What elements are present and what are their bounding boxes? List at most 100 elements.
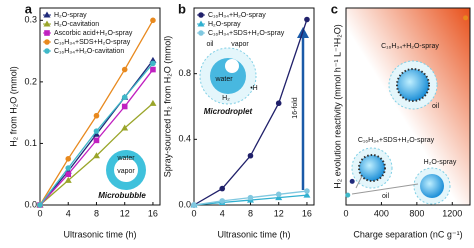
x-tick-label: 16 [148,208,158,218]
panel: c 0 400 800 1200 Charge separation (nC g⁻¹) H₂… [331,1,471,239]
plot-frame [345,7,471,206]
bubble-core [114,158,138,182]
panel-label: c [331,1,338,16]
data-point [275,191,282,198]
data-point [191,202,197,208]
data-point [121,103,128,110]
data-point [121,66,128,73]
data-point [93,137,100,144]
legend-marker [43,20,51,27]
data-point [275,100,282,107]
annotation: oil [206,41,213,48]
droplet-illustrations: oil oil [351,60,451,205]
x-tick-label: 4 [66,208,71,218]
point-label: C₁₆H₃₄+SDS+H₂O-spray [358,137,435,144]
y-tick-label: 0.1 [24,138,37,148]
legend-label: C₁₆H₃₄+H₂O-cavitation [54,48,124,55]
annotation: water [214,76,233,83]
droplet [396,68,430,102]
x-tick-label: 16 [302,208,312,218]
vapor-bubble [225,59,239,73]
x-tick-label: 8 [94,208,99,218]
annotation: H₂ [222,95,230,102]
legend-marker [43,11,51,18]
droplet [420,174,444,198]
y-tick-label: 0.0 [178,199,191,209]
plot-frame [39,7,161,206]
data-point [304,16,310,23]
data-point [65,171,72,178]
connector [351,183,419,195]
annotation: vapor [117,168,135,175]
legend-marker [44,39,50,45]
y-tick-label: 0.3 [24,15,37,25]
annotation: oil [382,193,389,200]
legend-label: H₂O-cavitation [54,21,99,28]
panel-label: a [25,1,33,16]
y-axis-title: H₂ evolution reactivity (mmol h⁻¹ L⁻¹H₂O… [332,24,342,189]
droplet [358,154,386,182]
data-point [345,192,351,198]
y-axis-title: H₂ from H₂O (mmol) [8,66,18,146]
legend-marker [197,20,205,27]
data-point [150,17,156,24]
data-point [304,188,310,194]
x-axis-title: Ultrasonic time (h) [217,229,290,239]
data-point [93,128,100,134]
x-axis-title: Charge separation (nC g⁻¹) [353,229,462,239]
plot-frame [193,7,315,206]
y-tick-label: 0.8 [178,68,191,78]
data-point [150,60,156,67]
y-tick-label: 0.0 [24,199,37,209]
legend-label: H₂O-spray [208,21,241,28]
x-tick-label: 12 [120,208,130,218]
data-point [64,176,72,183]
data-point [349,178,355,184]
panel-label: b [178,1,186,16]
x-tick-label: 0 [37,208,42,218]
annotation: •H [250,85,258,92]
microdroplet-inset: oil vapor water H₂ •H Microdroplet 16-fo… [199,27,309,190]
x-tick-label: 1200 [442,208,462,218]
y-tick-label: 0.2 [24,76,37,86]
legend-marker [44,48,50,54]
x-tick-label: 400 [374,208,389,218]
y-tick-label: 0.4 [178,134,191,144]
data-point [92,152,100,159]
data-point [150,66,156,73]
x-tick-label: 4 [220,208,225,218]
legend-label: C₁₆H₃₄+SDS+H₂O-spray [54,39,131,46]
data-point [247,194,254,201]
annotation: oil [432,103,439,110]
data-point [463,15,469,21]
data-point [65,156,72,162]
x-tick-label: 8 [248,208,253,218]
legend-marker [198,30,204,36]
microbubble-inset: water vapor Microbubble [98,150,146,200]
annotation: Microbubble [98,191,146,200]
data-point [121,124,129,131]
data-point [121,94,128,101]
data-point [65,165,72,171]
x-tick-label: 0 [191,208,196,218]
legend-label: C₁₆H₃₄+SDS+H₂O-spray [208,30,285,37]
y-axis-title: Spray-sourced H₂ from H₂O (mmol) [162,36,172,178]
panel: b 0 4 8 12 16 0.0 0.4 0.8 Ultrasonic time (h) Spra… [162,1,315,239]
x-tick-label: 800 [409,208,424,218]
panel: a 0 4 8 12 16 0.0 0.1 0.2 0.3 Ultrasonic time (h) H… [8,1,161,239]
x-tick-label: 12 [274,208,284,218]
data-point [219,185,226,192]
data-point [93,112,100,119]
data-point [303,191,311,198]
legend-label: H₂O-spray [54,12,87,19]
legend-label: C₁₆H₃₄+H₂O-spray [208,12,266,19]
x-axis-title: Ultrasonic time (h) [63,229,136,239]
annotation: water [116,155,135,162]
point-label: H₂O-spray [424,159,457,166]
legend-marker [198,12,204,18]
connector [355,175,363,189]
annotation: 16-fold [292,97,299,119]
data-point [219,198,226,204]
annotation: Microdroplet [204,107,253,116]
